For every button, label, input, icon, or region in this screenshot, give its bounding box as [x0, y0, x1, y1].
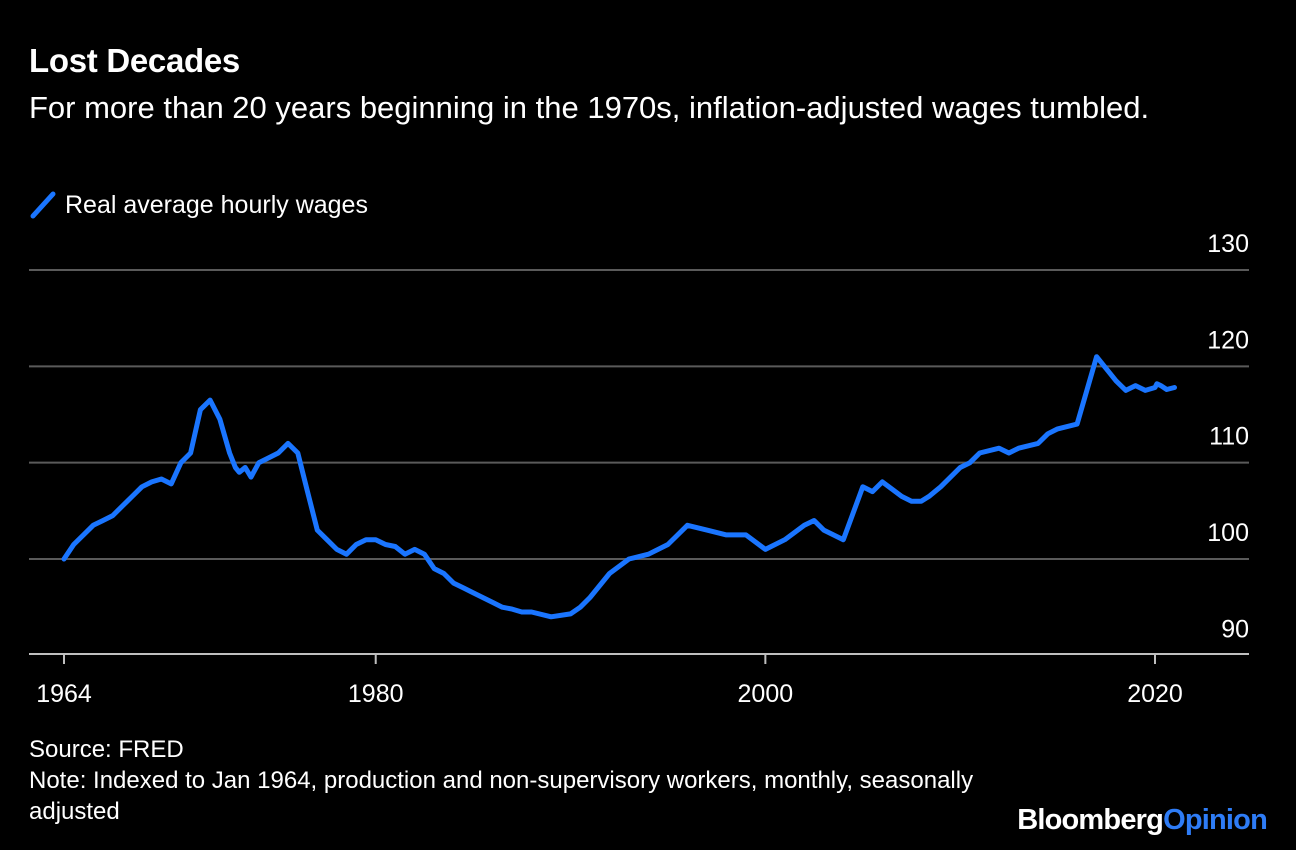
- y-tick-label: 110: [1209, 423, 1249, 451]
- brand-name: Bloomberg: [1017, 804, 1164, 836]
- bloomberg-opinion-logo: BloombergOpinion: [1017, 804, 1268, 837]
- grid-lines: [29, 269, 1249, 560]
- legend-line-swatch-icon: [30, 191, 56, 219]
- series-group: [61, 354, 1177, 620]
- y-tick-label: 130: [1207, 230, 1249, 258]
- methodology-note: Note: Indexed to Jan 1964, production an…: [29, 767, 974, 825]
- x-tick-label: 1964: [36, 680, 92, 708]
- legend: Real average hourly wages: [29, 190, 368, 220]
- source-note: Source: FRED: [29, 736, 184, 763]
- chart-title: Lost Decades: [29, 42, 240, 79]
- x-axis: [29, 653, 1249, 664]
- brand-section: Opinion: [1163, 804, 1268, 836]
- chart-subtitle: For more than 20 years beginning in the …: [29, 90, 1150, 125]
- y-axis-labels: 90 100 110 120 130: [1207, 230, 1249, 643]
- y-tick-label: 100: [1207, 519, 1249, 547]
- x-tick-label: 2000: [738, 680, 794, 708]
- legend-label: Real average hourly wages: [65, 190, 368, 219]
- x-axis-labels: 1964 1980 2000 2020: [36, 680, 1183, 708]
- y-tick-label: 120: [1207, 326, 1249, 354]
- series-line-real-average-hourly-wages: [61, 354, 1177, 620]
- y-tick-label: 90: [1221, 615, 1249, 643]
- x-tick-label: 1980: [348, 680, 404, 708]
- x-tick-label: 2020: [1127, 680, 1183, 708]
